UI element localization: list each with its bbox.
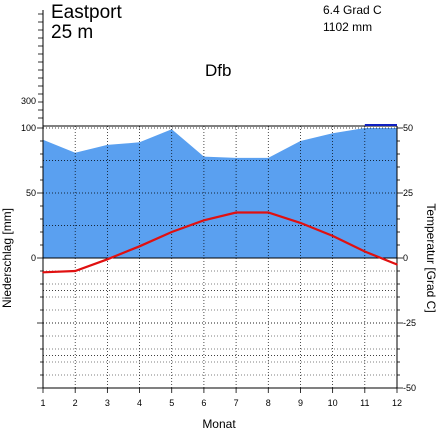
x-tick-label: 9 <box>298 398 303 408</box>
station-elevation: 25 m <box>51 22 93 43</box>
x-tick-label: 6 <box>201 398 206 408</box>
x-tick-label: 7 <box>234 398 239 408</box>
temperature-line <box>42 211 398 274</box>
temperature-point <box>299 222 302 224</box>
y-left-tick-label: 300 <box>21 96 36 106</box>
temperature-point <box>364 250 366 253</box>
temperature-point <box>331 235 334 237</box>
temperature-point <box>396 263 398 266</box>
temperature-point <box>106 258 109 261</box>
y-left-tick-label: 0 <box>31 253 36 263</box>
y-right-tick-label: 25 <box>403 188 413 198</box>
x-tick-label: 2 <box>73 398 78 408</box>
koppen-class: Dfb <box>205 61 231 80</box>
y-right-tick-label: -25 <box>403 318 416 328</box>
temperature-point <box>170 231 173 233</box>
y-left-tick-label: 50 <box>26 188 36 198</box>
y-right-tick-label: 0 <box>403 253 408 263</box>
station-name: Eastport <box>51 2 122 23</box>
temperature-point <box>42 271 44 274</box>
x-tick-label: 4 <box>137 398 142 408</box>
x-tick-label: 5 <box>169 398 174 408</box>
x-tick-label: 3 <box>105 398 110 408</box>
temperature-point <box>74 270 76 272</box>
annual-precipitation: 1102 mm <box>323 20 372 34</box>
temperature-point <box>235 211 237 214</box>
mean-temperature: 6.4 Grad C <box>323 3 382 17</box>
y-right-tick-label: 50 <box>403 123 413 133</box>
x-tick-label: 12 <box>392 398 402 408</box>
x-axis-label: Monat <box>202 417 236 430</box>
temperature-point <box>267 211 270 214</box>
x-tick-label: 1 <box>40 398 45 408</box>
x-tick-label: 8 <box>266 398 271 408</box>
x-tick-label: 10 <box>328 398 338 408</box>
y-axis-label-right: Temperatur [Grad C] <box>424 203 437 312</box>
y-axis-label-left: Niederschlag [mm] <box>0 208 14 308</box>
temperature-point <box>203 219 205 222</box>
y-left-tick-label: 100 <box>21 123 36 133</box>
temperature-point <box>138 245 141 248</box>
y-right-tick-label: -50 <box>403 383 416 393</box>
x-tick-label: 11 <box>360 398 369 408</box>
